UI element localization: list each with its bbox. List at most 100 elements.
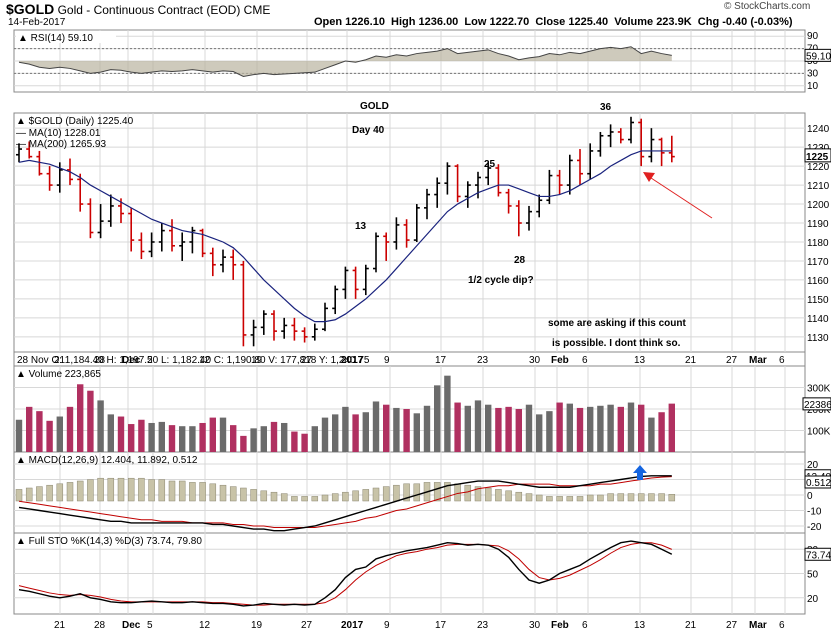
volume-bar bbox=[393, 407, 400, 452]
x-tick-bottom: 27 bbox=[726, 620, 738, 631]
volume-bar bbox=[352, 414, 359, 452]
volume-bar bbox=[77, 384, 84, 452]
volume-bar bbox=[525, 404, 533, 452]
sto-axis-label: 50 bbox=[807, 570, 819, 581]
x-tick-top: 17 bbox=[435, 355, 447, 366]
macd-hist-tag: 0.512 bbox=[806, 478, 831, 489]
macd-histogram-bar bbox=[229, 486, 237, 502]
red-arrow-line bbox=[647, 175, 713, 219]
info-bar bbox=[13, 351, 806, 367]
macd-histogram-bar bbox=[484, 487, 492, 502]
rsi-axis-label: 10 bbox=[807, 81, 819, 92]
price-axis-label: 1210 bbox=[807, 181, 830, 192]
price-axis-label: 1220 bbox=[807, 162, 830, 173]
volume-bar bbox=[495, 407, 502, 452]
rsi-tag: 59.10 bbox=[806, 51, 831, 62]
volume-bar bbox=[464, 405, 471, 452]
macd-histogram-bar bbox=[444, 482, 451, 502]
rsi-label: ▲ RSI(14) 59.10 bbox=[18, 33, 93, 44]
macd-histogram-bar bbox=[127, 477, 135, 502]
macd-histogram-bar bbox=[342, 491, 349, 502]
ma10-legend: — MA(10) 1228.01 bbox=[16, 128, 101, 139]
macd-histogram-bar bbox=[413, 483, 421, 502]
x-tick-bottom: 6 bbox=[779, 620, 785, 631]
x-tick-bottom: 13 bbox=[634, 620, 646, 631]
sto-tag: 73.74 bbox=[806, 550, 831, 561]
macd-axis-label: 0 bbox=[807, 491, 813, 502]
volume-bar bbox=[158, 421, 165, 452]
x-tick-bottom: 21 bbox=[54, 620, 66, 631]
annotation-25: 25 bbox=[484, 159, 496, 170]
volume-bar bbox=[587, 406, 594, 452]
volume-bar bbox=[474, 400, 482, 452]
price-label: ▲ $GOLD (Daily) 1225.40 bbox=[16, 116, 134, 127]
macd-histogram-bar bbox=[199, 482, 206, 502]
macd-histogram-bar bbox=[260, 490, 268, 502]
volume-bar bbox=[485, 404, 492, 452]
x-tick-top: 28 bbox=[94, 355, 106, 366]
volume-bar bbox=[372, 401, 380, 452]
symbol-label: $GOLD bbox=[6, 1, 55, 17]
volume-bar bbox=[66, 406, 74, 452]
macd-histogram-bar bbox=[189, 482, 196, 502]
macd-histogram-bar bbox=[372, 487, 380, 502]
macd-histogram-bar bbox=[464, 484, 472, 502]
volume-bar bbox=[556, 402, 563, 452]
volume-bar bbox=[189, 426, 196, 452]
volume-axis-label: 200K bbox=[807, 405, 831, 416]
price-tag-box bbox=[804, 148, 831, 163]
macd-histogram-bar bbox=[566, 496, 574, 502]
annotation-36: 36 bbox=[600, 102, 612, 113]
x-tick-top: 19 bbox=[251, 355, 263, 366]
macd-hist-tag-box bbox=[804, 475, 831, 489]
stockcharts-credit: © StockCharts.com bbox=[724, 1, 811, 12]
macd-histogram-bar bbox=[352, 490, 359, 502]
chart-date: 14-Feb-2017 bbox=[8, 17, 66, 28]
volume-bar bbox=[362, 412, 369, 452]
macd-axis-label: -20 bbox=[807, 522, 822, 533]
macd-histogram-bar bbox=[586, 494, 594, 502]
annotation-day40: Day 40 bbox=[352, 125, 385, 136]
macd-histogram-bar bbox=[331, 493, 339, 502]
x-tick-top: 21 bbox=[685, 355, 697, 366]
x-tick-top: 12 bbox=[199, 355, 211, 366]
macd-histogram-bar bbox=[240, 487, 247, 502]
volume-bar bbox=[576, 407, 584, 452]
x-tick-top: 6 bbox=[582, 355, 588, 366]
macd-histogram-bar bbox=[280, 493, 288, 502]
macd-histogram-bar bbox=[433, 482, 441, 502]
volume-bar bbox=[230, 425, 237, 452]
sto-k-line bbox=[18, 540, 673, 607]
macd-label: ▲ MACD(12,26,9) 12.404, 11.892, 0.512 bbox=[16, 455, 198, 466]
volume-bar bbox=[413, 413, 420, 452]
annotation-note-1: some are asking if this count bbox=[548, 318, 686, 329]
macd-histogram-bar bbox=[76, 480, 84, 502]
price-axis-label: 1170 bbox=[807, 257, 829, 268]
macd-histogram-bar bbox=[403, 483, 410, 502]
rsi-tag-box bbox=[804, 48, 831, 62]
price-axis-label: 1180 bbox=[807, 238, 829, 249]
volume-bar bbox=[179, 426, 186, 452]
x-tick-top: Mar bbox=[749, 355, 767, 366]
x-tick-bottom: Dec bbox=[122, 620, 141, 631]
price-pane-frame bbox=[13, 112, 806, 353]
macd-histogram-bar bbox=[668, 494, 676, 502]
x-tick-top: 5 bbox=[147, 355, 153, 366]
ohlc-info-line: 28 Nov O: 1,184.40 H: 1,197.20 L: 1,182.… bbox=[17, 355, 370, 366]
macd-histogram-bar bbox=[158, 479, 166, 502]
volume-axis-label: 100K bbox=[807, 427, 831, 438]
volume-bar bbox=[281, 422, 288, 452]
instrument-name: Gold - Continuous Contract (EOD) bbox=[57, 3, 241, 17]
x-tick-bottom: Feb bbox=[551, 620, 569, 631]
volume-bar bbox=[505, 406, 512, 452]
volume-bar bbox=[597, 405, 604, 452]
sto-d-line bbox=[18, 542, 672, 606]
macd-histogram-bar bbox=[495, 489, 502, 502]
x-tick-bottom: 27 bbox=[301, 620, 313, 631]
ma200-legend: — MA(200) 1265.93 bbox=[16, 139, 106, 150]
volume-tag-box bbox=[802, 397, 831, 411]
macd-signal-line bbox=[18, 476, 672, 529]
macd-histogram-bar bbox=[382, 486, 390, 502]
